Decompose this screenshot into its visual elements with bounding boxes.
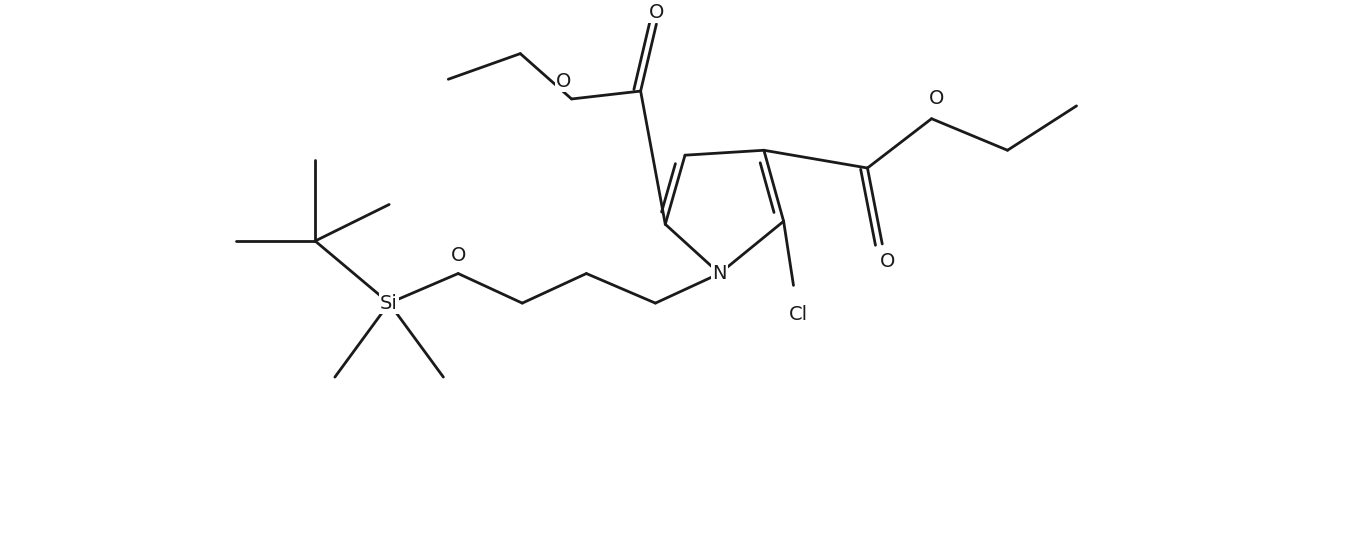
Text: Cl: Cl [789,305,808,325]
Text: O: O [649,3,664,22]
Text: Si: Si [381,294,399,312]
Text: O: O [451,246,466,265]
Text: O: O [929,90,944,108]
Text: N: N [712,264,726,283]
Text: O: O [880,252,895,271]
Text: O: O [556,72,571,91]
